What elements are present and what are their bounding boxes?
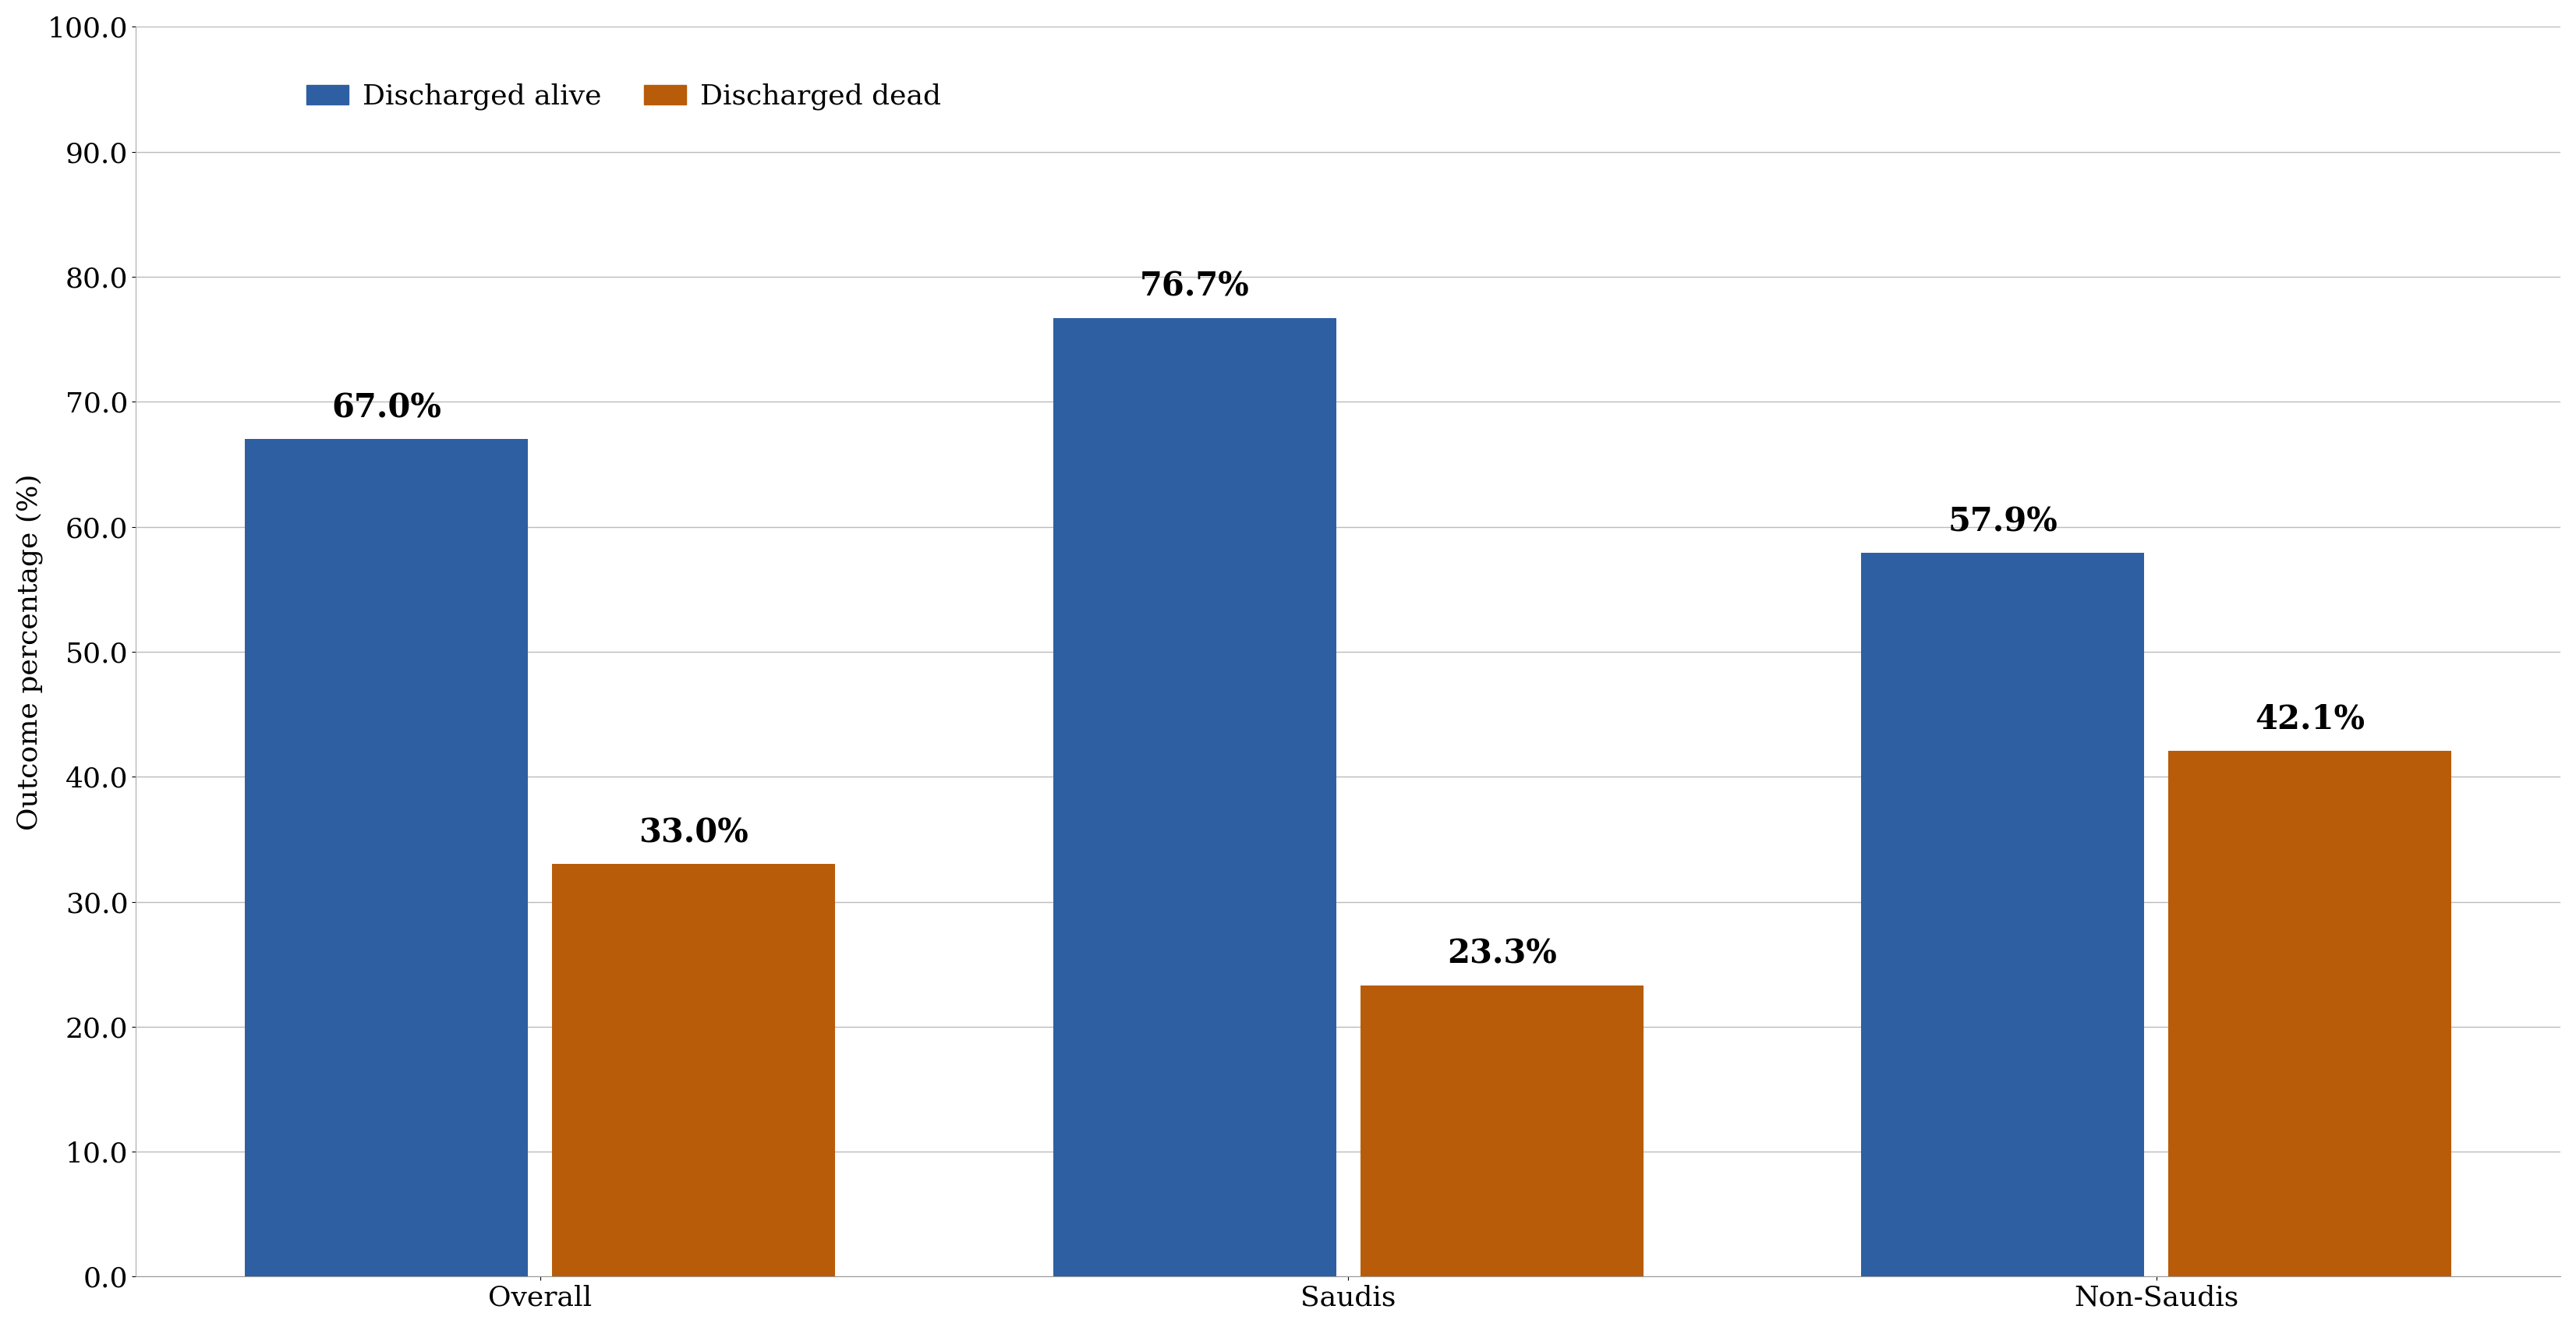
Text: 57.9%: 57.9%	[1947, 506, 2058, 537]
Y-axis label: Outcome percentage (%): Outcome percentage (%)	[15, 474, 44, 831]
Bar	[1860, 553, 2143, 1277]
Bar	[551, 864, 835, 1277]
Legend: Discharged alive, Discharged dead: Discharged alive, Discharged dead	[296, 72, 953, 122]
Bar	[245, 439, 528, 1277]
Text: 67.0%: 67.0%	[332, 391, 440, 425]
Text: 23.3%: 23.3%	[1448, 938, 1556, 970]
Text: 33.0%: 33.0%	[639, 816, 747, 849]
Text: 76.7%: 76.7%	[1139, 271, 1249, 303]
Text: 42.1%: 42.1%	[2254, 703, 2365, 735]
Bar	[1054, 318, 1334, 1277]
Bar	[1360, 986, 1643, 1277]
Bar	[2169, 751, 2450, 1277]
